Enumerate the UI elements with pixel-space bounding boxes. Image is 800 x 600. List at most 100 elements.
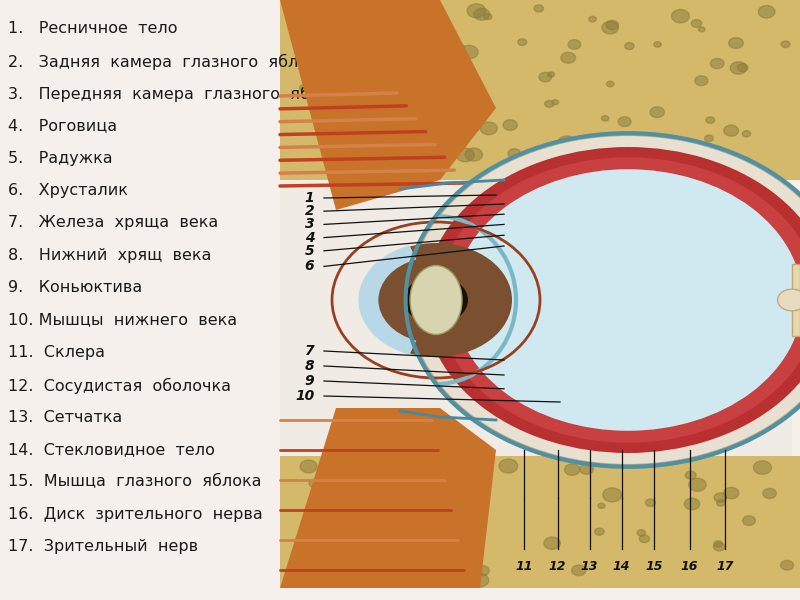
Circle shape	[300, 460, 317, 473]
Circle shape	[454, 169, 800, 431]
Circle shape	[362, 37, 370, 42]
Text: 17: 17	[716, 560, 734, 573]
Circle shape	[381, 118, 394, 128]
Text: 7.   Железа  хряща  века: 7. Железа хряща века	[8, 215, 218, 230]
Text: 3: 3	[305, 217, 314, 232]
Circle shape	[754, 461, 771, 475]
Text: 2: 2	[305, 204, 314, 218]
Circle shape	[710, 58, 724, 68]
Circle shape	[671, 10, 690, 23]
Circle shape	[466, 122, 480, 132]
Circle shape	[547, 72, 554, 77]
Circle shape	[404, 276, 468, 324]
Circle shape	[475, 502, 488, 512]
Circle shape	[717, 500, 725, 506]
Text: 5: 5	[305, 244, 314, 258]
Circle shape	[345, 131, 357, 140]
Circle shape	[621, 170, 630, 176]
Text: 1.   Ресничное  тело: 1. Ресничное тело	[8, 21, 178, 36]
Circle shape	[329, 140, 346, 154]
Circle shape	[763, 488, 776, 499]
Circle shape	[589, 145, 597, 151]
Circle shape	[424, 147, 800, 453]
Circle shape	[307, 521, 321, 531]
Circle shape	[729, 37, 743, 49]
Text: 12: 12	[549, 560, 566, 573]
Circle shape	[689, 478, 706, 491]
Circle shape	[602, 488, 622, 502]
Circle shape	[723, 487, 739, 499]
Circle shape	[742, 131, 750, 137]
Text: 6: 6	[305, 259, 314, 274]
FancyBboxPatch shape	[280, 12, 792, 588]
Circle shape	[449, 81, 464, 92]
Circle shape	[291, 31, 306, 43]
Circle shape	[315, 513, 328, 523]
Circle shape	[694, 76, 708, 86]
Circle shape	[606, 81, 614, 87]
Circle shape	[639, 535, 650, 542]
Circle shape	[758, 5, 775, 18]
Circle shape	[654, 41, 662, 47]
Circle shape	[474, 8, 490, 20]
Circle shape	[309, 479, 320, 487]
FancyBboxPatch shape	[280, 0, 800, 180]
Circle shape	[439, 152, 454, 163]
Circle shape	[730, 62, 746, 74]
Circle shape	[589, 16, 596, 22]
Circle shape	[778, 289, 800, 311]
Circle shape	[499, 459, 518, 473]
Circle shape	[450, 43, 465, 54]
Text: 8: 8	[305, 359, 314, 373]
Circle shape	[318, 23, 332, 34]
Text: 3.   Передняя  камера  глазного  яблока: 3. Передняя камера глазного яблока	[8, 86, 350, 102]
Text: 15: 15	[646, 560, 663, 573]
Circle shape	[309, 69, 324, 80]
Text: 4.   Роговица: 4. Роговица	[8, 118, 117, 133]
Circle shape	[544, 537, 560, 550]
Circle shape	[360, 121, 370, 129]
Circle shape	[646, 499, 655, 506]
PathPatch shape	[280, 408, 496, 588]
Circle shape	[724, 125, 738, 136]
Circle shape	[470, 573, 489, 587]
Circle shape	[781, 560, 794, 570]
Text: 6.   Хрусталик: 6. Хрусталик	[8, 183, 128, 198]
Text: 16.  Диск  зрительного  нерва: 16. Диск зрительного нерва	[8, 507, 262, 522]
Circle shape	[338, 109, 347, 116]
Circle shape	[503, 120, 518, 130]
Circle shape	[602, 22, 618, 34]
Circle shape	[304, 62, 312, 69]
Text: 11.  Склера: 11. Склера	[8, 345, 105, 360]
Circle shape	[561, 52, 575, 63]
Circle shape	[460, 46, 478, 59]
Circle shape	[714, 542, 725, 551]
Circle shape	[580, 464, 594, 475]
Circle shape	[367, 547, 380, 557]
Text: 13.  Сетчатка: 13. Сетчатка	[8, 410, 122, 425]
Circle shape	[434, 509, 442, 514]
Circle shape	[405, 157, 414, 165]
Circle shape	[602, 116, 609, 121]
Text: 11: 11	[515, 560, 533, 573]
Circle shape	[484, 14, 492, 20]
Circle shape	[518, 39, 526, 46]
Ellipse shape	[410, 265, 462, 335]
Circle shape	[347, 48, 363, 60]
Circle shape	[545, 100, 554, 107]
Circle shape	[382, 19, 395, 29]
Text: 2.   Задняя  камера  глазного  яблока: 2. Задняя камера глазного яблока	[8, 53, 328, 70]
Circle shape	[430, 163, 444, 173]
Circle shape	[650, 107, 665, 118]
Circle shape	[534, 5, 543, 12]
Circle shape	[637, 530, 646, 536]
Circle shape	[738, 64, 748, 71]
Circle shape	[438, 157, 800, 443]
Circle shape	[480, 122, 498, 135]
Circle shape	[781, 41, 790, 47]
Circle shape	[705, 135, 714, 142]
Circle shape	[346, 110, 365, 124]
PathPatch shape	[280, 0, 496, 210]
Circle shape	[706, 117, 714, 124]
Text: 1: 1	[305, 191, 314, 205]
